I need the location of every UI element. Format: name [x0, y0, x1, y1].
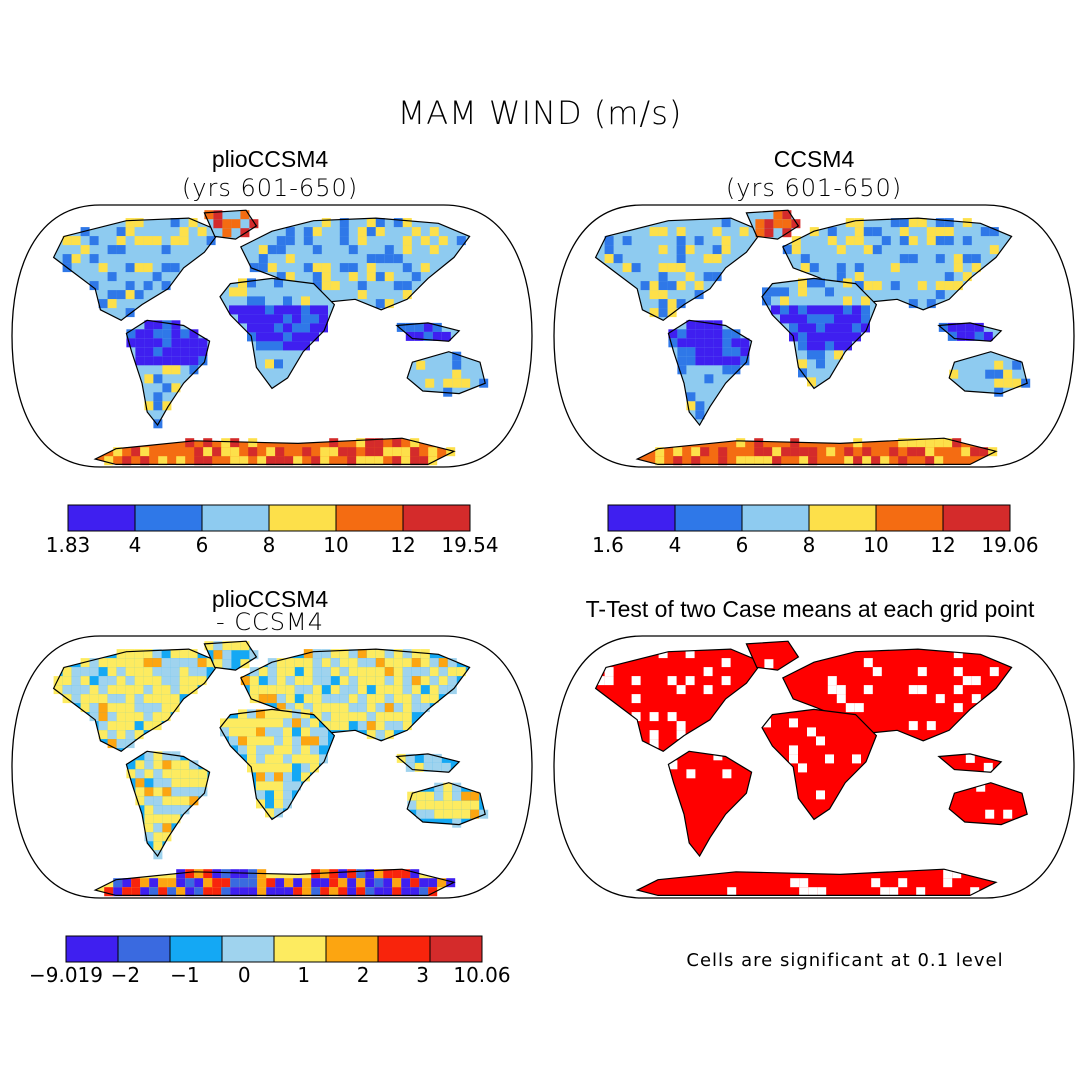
colorbar-label-ccsm4-3: 8	[803, 533, 816, 557]
map-frame-ttest	[553, 635, 1075, 899]
map-frame-diff	[11, 635, 533, 899]
continent-australia	[406, 351, 489, 397]
map-ttest	[553, 635, 1075, 899]
continent-africa	[219, 277, 336, 390]
colorbar-swatch-ccsm4-5	[942, 504, 1011, 532]
continent-australia	[406, 782, 489, 828]
colorbar-label-diff-4: 1	[297, 963, 310, 987]
continent-indonesia	[395, 753, 461, 773]
colorbar-swatch-ccsm4-0	[607, 504, 676, 532]
panel-title-ttest: T-Test of two Case means at each grid po…	[585, 596, 1035, 622]
continent-indonesia	[395, 322, 461, 342]
colorbar-label-plio-1: 4	[129, 533, 142, 557]
continent-southAmerica	[667, 319, 753, 427]
colorbar-swatch-diff-2	[169, 935, 223, 963]
figure-title: MAM WIND (m/s)	[397, 94, 683, 132]
panel-subtitle-plio: (yrs 601-650)	[181, 174, 359, 202]
continent-africa	[219, 708, 336, 821]
continent-southAmerica	[125, 319, 211, 429]
continent-africa	[761, 708, 878, 821]
continent-australia	[948, 782, 1028, 826]
map-plio	[11, 204, 533, 468]
colorbar-swatch-ccsm4-2	[741, 504, 810, 532]
colorbar-label-ccsm4-1: 4	[669, 533, 682, 557]
colorbar-label-diff-2: −1	[170, 963, 199, 987]
colorbar-swatch-ccsm4-1	[674, 504, 743, 532]
continent-indonesia	[937, 753, 1003, 773]
colorbar-label-plio-4: 10	[323, 533, 348, 557]
colorbar-swatch-diff-1	[117, 935, 171, 963]
continent-antarctica	[635, 437, 998, 466]
continent-greenland	[203, 640, 259, 671]
colorbar-swatch-diff-0	[65, 935, 119, 963]
colorbar-label-plio-6: 19.54	[441, 533, 498, 557]
continent-africa	[761, 277, 878, 390]
map-ccsm4	[553, 204, 1075, 468]
continent-northAmerica	[594, 217, 763, 322]
colorbar-label-diff-5: 2	[357, 963, 370, 987]
colorbar-label-diff-7: 10.06	[453, 963, 510, 987]
colorbar-label-plio-2: 6	[196, 533, 209, 557]
continent-northAmerica	[594, 648, 763, 753]
colorbar-swatch-ccsm4-3	[808, 504, 877, 532]
colorbar-swatch-diff-4	[273, 935, 327, 963]
continent-southAmerica	[667, 750, 753, 858]
continent-australia	[948, 351, 1031, 397]
continent-antarctica	[93, 437, 456, 466]
continent-greenland	[745, 640, 800, 671]
map-diff	[11, 635, 533, 899]
continent-europeAsia	[239, 648, 471, 742]
colorbar-label-diff-6: 3	[416, 963, 429, 987]
colorbar-swatch-plio-1	[134, 504, 203, 532]
colorbar-swatch-ccsm4-4	[875, 504, 944, 532]
continent-antarctica	[93, 868, 456, 897]
colorbar-swatch-plio-2	[201, 504, 270, 532]
panel-title-ccsm4: CCSM4	[773, 146, 855, 172]
panel-subtitle-ccsm4: (yrs 601-650)	[725, 174, 903, 202]
colorbar-swatch-diff-5	[325, 935, 379, 963]
colorbar-label-plio-0: 1.83	[46, 533, 91, 557]
colorbar-swatch-plio-4	[335, 504, 404, 532]
colorbar-plio: 1.83 4 6 8 10 12 19.54	[46, 504, 499, 557]
colorbar-label-ccsm4-2: 6	[736, 533, 749, 557]
continent-antarctica	[635, 868, 998, 897]
colorbar-label-ccsm4-0: 1.6	[592, 533, 624, 557]
panel-title-diff: plioCCSM4	[211, 586, 329, 612]
colorbar-label-ccsm4-6: 19.06	[981, 533, 1038, 557]
colorbar-label-diff-3: 0	[238, 963, 251, 987]
colorbar-swatch-diff-6	[377, 935, 431, 963]
continent-indonesia	[937, 322, 1003, 342]
continent-southAmerica	[125, 750, 211, 860]
panel-subtitle-diff: - CCSM4	[215, 608, 324, 636]
colorbar-swatch-plio-5	[402, 504, 471, 532]
colorbar-label-plio-3: 8	[263, 533, 276, 557]
continent-europeAsia	[239, 217, 471, 311]
map-frame-plio	[11, 204, 533, 468]
significance-note: Cells are significant at 0.1 level	[686, 950, 1004, 971]
colorbar-label-ccsm4-4: 10	[863, 533, 888, 557]
continent-northAmerica	[52, 217, 221, 322]
colorbar-swatch-diff-7	[429, 935, 483, 963]
continent-greenland	[745, 209, 801, 240]
colorbar-swatch-plio-3	[268, 504, 337, 532]
continent-greenland	[203, 209, 259, 240]
colorbar-label-diff-1: −2	[111, 963, 140, 987]
continent-northAmerica	[52, 648, 221, 753]
colorbar-swatch-diff-3	[221, 935, 275, 963]
colorbar-ccsm4: 1.6 4 6 8 10 12 19.06	[592, 504, 1039, 557]
colorbar-swatch-plio-0	[67, 504, 136, 532]
colorbar-label-plio-5: 12	[390, 533, 415, 557]
colorbar-diff: −9.019 −2 −1 0 1 2 3 10.06	[29, 935, 511, 987]
colorbar-label-ccsm4-5: 12	[930, 533, 955, 557]
panel-title-plio: plioCCSM4	[211, 146, 329, 172]
colorbar-label-diff-0: −9.019	[29, 963, 103, 987]
map-frame-ccsm4	[553, 204, 1075, 468]
